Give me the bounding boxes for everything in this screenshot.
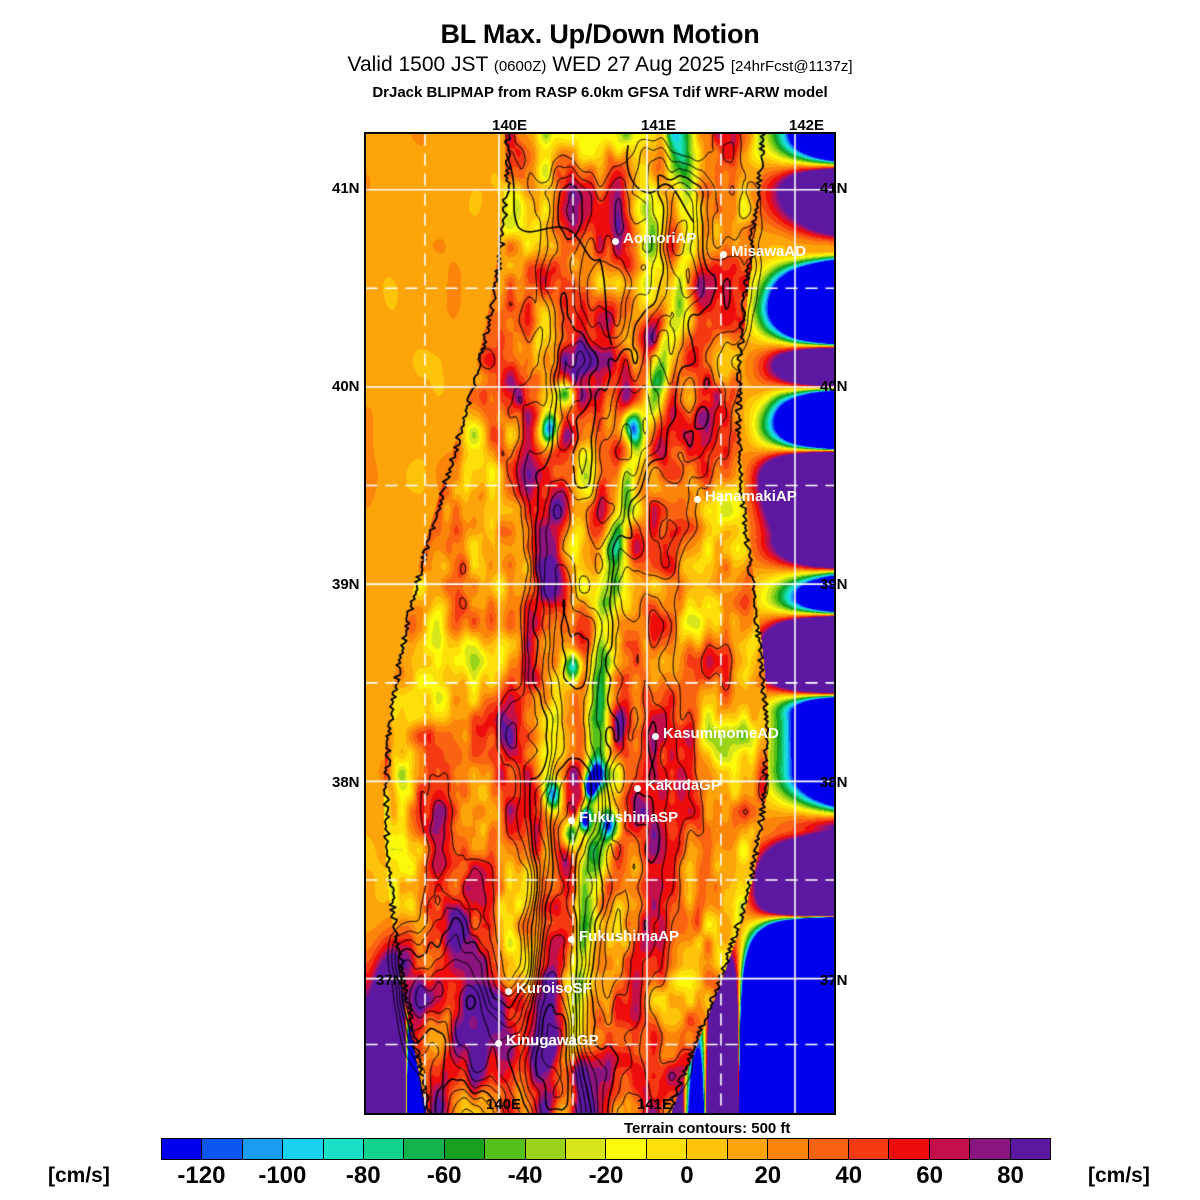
lat-label-right-39n: 39N xyxy=(820,576,848,593)
colorbar-swatch-0 xyxy=(162,1139,203,1159)
lon-label-bottom-140e: 140E xyxy=(486,1096,522,1113)
colorbar-tick--20: -20 xyxy=(588,1162,624,1189)
colorbar-swatch-19 xyxy=(929,1139,971,1159)
station-dot-icon xyxy=(495,1040,502,1047)
colorbar-unit-right: [cm/s] xyxy=(1088,1164,1150,1187)
station-dot-icon xyxy=(568,817,575,824)
valid-time-suffix: WED 27 Aug 2025 xyxy=(546,53,731,76)
colorbar-tick--40: -40 xyxy=(507,1162,543,1189)
colorbar-tick-0: 0 xyxy=(680,1162,694,1189)
lat-label-right-37n: 37N xyxy=(820,972,848,989)
page-title: BL Max. Up/Down Motion xyxy=(440,19,760,49)
colorbar-legend: [cm/s] [cm/s] -120 -100 -80 -60 -40 -20 0 20 40 6… xyxy=(0,1136,1200,1200)
station-label: KinugawaGP xyxy=(506,1032,599,1049)
colorbar-swatches[interactable] xyxy=(161,1138,1051,1160)
lon-label-top-142e: 142E xyxy=(789,117,825,134)
colorbar-swatch-10 xyxy=(566,1139,607,1159)
colorbar-swatch-15 xyxy=(768,1139,809,1159)
lat-label-left-41n: 41N xyxy=(332,180,360,197)
terrain-contour-note: Terrain contours: 500 ft xyxy=(624,1120,791,1137)
lat-label-left-40n: 40N xyxy=(332,378,360,395)
colorbar-swatch-18 xyxy=(889,1139,930,1159)
title-block: BL Max. Up/Down Motion Valid 1500 JST (0… xyxy=(0,18,1200,103)
station-label: MisawaAD xyxy=(731,243,807,260)
station-dot-icon xyxy=(652,733,659,740)
station-label: KakudaGP xyxy=(645,777,721,794)
valid-time-line: Valid 1500 JST (0600Z) WED 27 Aug 2025 [… xyxy=(0,52,1200,80)
colorbar-tick-80: 80 xyxy=(997,1162,1024,1189)
station-dot-icon xyxy=(634,785,641,792)
map-field-canvas xyxy=(366,134,834,1113)
model-source-line: DrJack BLIPMAP from RASP 6.0km GFSA Tdif… xyxy=(372,84,828,101)
lon-label-bottom-141e: 141E xyxy=(637,1096,673,1113)
station-dot-icon xyxy=(612,238,619,245)
station-label: KasuminomeAD xyxy=(663,725,779,742)
station-label: FukushimaAP xyxy=(579,928,680,945)
colorbar-tick-60: 60 xyxy=(916,1162,943,1189)
colorbar-swatch-11 xyxy=(606,1139,647,1159)
colorbar-tick--60: -60 xyxy=(426,1162,462,1189)
colorbar-tick--80: -80 xyxy=(345,1162,381,1189)
colorbar-swatch-13 xyxy=(687,1139,728,1159)
colorbar-swatch-7 xyxy=(444,1139,486,1159)
station-label: FukushimaSP xyxy=(579,809,679,826)
colorbar-swatch-4 xyxy=(323,1139,365,1159)
colorbar-swatch-21 xyxy=(1010,1139,1050,1159)
colorbar-swatch-2 xyxy=(242,1139,284,1159)
forecast-tag: [24hrFcst@1137z] xyxy=(730,58,853,75)
lat-label-left-39n: 39N xyxy=(332,576,360,593)
valid-time-utc: (0600Z) xyxy=(493,58,547,75)
colorbar-swatch-1 xyxy=(202,1139,243,1159)
station-dot-icon xyxy=(568,936,575,943)
colorbar-swatch-5 xyxy=(364,1139,405,1159)
colorbar-tick-40: 40 xyxy=(835,1162,863,1189)
colorbar-swatch-9 xyxy=(525,1139,567,1159)
colorbar-swatch-14 xyxy=(727,1139,769,1159)
weather-map[interactable] xyxy=(364,132,836,1115)
colorbar-tick--100: -100 xyxy=(258,1162,307,1189)
lon-label-top-140e: 140E xyxy=(492,117,528,134)
lon-label-top-141e: 141E xyxy=(641,117,677,134)
station-dot-icon xyxy=(505,988,512,995)
lat-label-right-41n: 41N xyxy=(820,180,848,197)
lat-label-left-37n: 37N xyxy=(376,972,404,989)
station-dot-icon xyxy=(694,496,701,503)
lat-label-right-40n: 40N xyxy=(820,378,848,395)
colorbar-swatch-6 xyxy=(404,1139,445,1159)
colorbar-tick--120: -120 xyxy=(177,1162,226,1189)
station-label: HanamakiAP xyxy=(705,488,797,505)
colorbar-swatch-16 xyxy=(808,1139,849,1159)
station-label: KuroisoSF xyxy=(516,980,592,997)
valid-time-prefix: Valid 1500 JST xyxy=(347,53,494,76)
colorbar-swatch-20 xyxy=(970,1139,1011,1159)
colorbar-swatch-17 xyxy=(848,1139,890,1159)
colorbar-swatch-3 xyxy=(283,1139,324,1159)
colorbar-unit-left: [cm/s] xyxy=(48,1164,110,1187)
station-dot-icon xyxy=(720,251,727,258)
lat-label-left-38n: 38N xyxy=(332,774,360,791)
colorbar-tick-20: 20 xyxy=(754,1162,782,1189)
colorbar-swatch-8 xyxy=(485,1139,526,1159)
colorbar-swatch-12 xyxy=(646,1139,688,1159)
station-label: AomoriAP xyxy=(623,230,697,247)
lat-label-right-38n: 38N xyxy=(820,774,848,791)
